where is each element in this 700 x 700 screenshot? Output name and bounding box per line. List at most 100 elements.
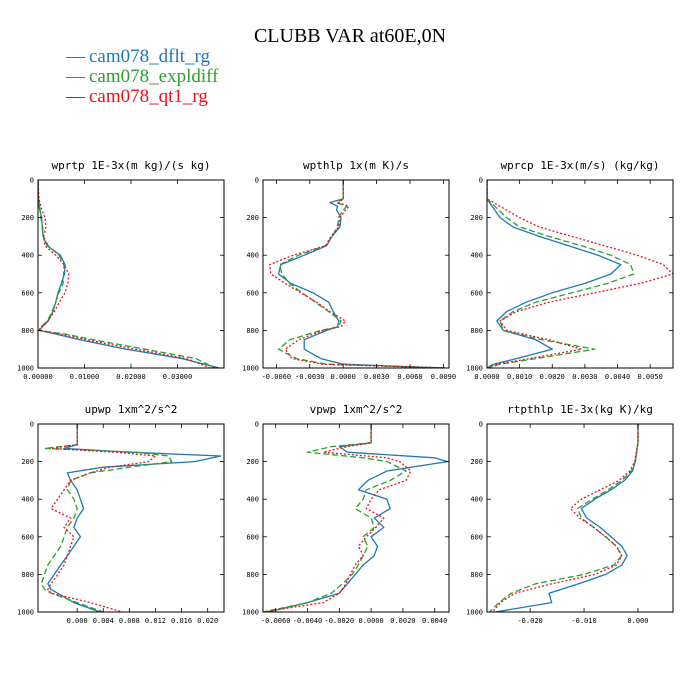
series-line-cam078_dflt_rg — [494, 424, 639, 612]
y-tick-label: 800 — [21, 327, 34, 335]
x-tick-label: -0.0020 — [325, 617, 355, 625]
series-line-cam078_dflt_rg — [277, 180, 446, 368]
y-tick-label: 400 — [21, 496, 34, 504]
legend: — cam078_dflt_rg — cam078_expldiff — cam… — [65, 46, 219, 107]
series-line-cam078_qt1_rg — [491, 424, 639, 612]
y-tick-label: 600 — [470, 533, 483, 541]
panel-5: rtpthlp 1E-3x(kg K)/kg -0.020 -0.010 0.000 0… — [466, 403, 674, 625]
series-line-cam078_qt1_rg — [38, 180, 211, 368]
series-line-cam078_qt1_rg — [263, 424, 412, 612]
y-tick-label: 1000 — [17, 365, 34, 373]
x-tick-label: -0.0030 — [295, 373, 325, 381]
x-tick-label: 0.008 — [119, 617, 140, 625]
y-tick-label: 600 — [21, 289, 34, 297]
figure-title: CLUBB VAR at60E,0N — [254, 25, 446, 47]
y-tick-label: 600 — [246, 289, 259, 297]
series-group — [263, 424, 449, 612]
y-tick-label: 800 — [246, 327, 259, 335]
legend-entry-qt1: — cam078_qt1_rg — [65, 86, 208, 107]
x-tick-label: 0.012 — [145, 617, 166, 625]
x-tick-label: -0.0040 — [293, 617, 323, 625]
series-line-cam078_expldiff — [487, 180, 635, 368]
x-tick-label: 0.0000 — [474, 373, 499, 381]
x-tick-label: 0.0030 — [572, 373, 597, 381]
y-tick-label: 600 — [470, 289, 483, 297]
series-line-cam078_dflt_rg — [38, 180, 220, 368]
y-tick-label: 200 — [21, 214, 34, 222]
plot-frame — [262, 423, 450, 613]
y-tick-label: 1000 — [242, 365, 259, 373]
panel-1: wpthlp 1x(m K)/s -0.0060 -0.0030 0.0000 0.00… — [242, 159, 456, 381]
y-tick-label: 0 — [479, 177, 483, 185]
series-group — [40, 424, 222, 612]
y-tick-label: 400 — [246, 496, 259, 504]
x-tick-label: 0.02000 — [116, 373, 146, 381]
panels: wprtp 1E-3x(m kg)/(s kg)0.00000 0.01000 0.… — [17, 159, 674, 625]
legend-label: cam078_qt1_rg — [89, 86, 208, 107]
series-line-cam078_expldiff — [263, 424, 407, 612]
y-tick-label: 200 — [21, 458, 34, 466]
x-tick-label: 0.000 — [67, 617, 88, 625]
x-tick-label: 0.000 — [627, 617, 648, 625]
y-tick-label: 200 — [470, 458, 483, 466]
x-tick-label: 0.0060 — [397, 373, 422, 381]
x-tick-label: 0.0040 — [422, 617, 447, 625]
x-tick-label: -0.0060 — [262, 373, 292, 381]
series-line-cam078_expldiff — [277, 180, 446, 368]
x-tick-label: 0.0020 — [390, 617, 415, 625]
panel-title: rtpthlp 1E-3x(kg K)/kg — [507, 403, 653, 416]
y-tick-label: 0 — [255, 421, 259, 429]
plot-frame — [262, 179, 450, 369]
series-group — [489, 424, 639, 612]
panel-title: wprtp 1E-3x(m kg)/(s kg) — [52, 159, 211, 172]
legend-symbol: — — [65, 66, 86, 87]
y-tick-label: 800 — [21, 571, 34, 579]
x-tick-label: 0.00000 — [23, 373, 53, 381]
y-tick-label: 400 — [470, 496, 483, 504]
x-tick-label: 0.0020 — [540, 373, 565, 381]
y-tick-label: 1000 — [242, 609, 259, 617]
legend-entry-dflt: — cam078_dflt_rg — [65, 46, 211, 67]
y-tick-label: 400 — [21, 252, 34, 260]
x-tick-label: 0.016 — [171, 617, 192, 625]
x-tick-label: 0.01000 — [70, 373, 100, 381]
x-tick-label: -0.010 — [571, 617, 596, 625]
y-tick-label: 800 — [246, 571, 259, 579]
x-tick-label: 0.0090 — [431, 373, 456, 381]
y-tick-label: 400 — [470, 252, 483, 260]
series-line-cam078_expldiff — [489, 424, 639, 612]
legend-label: cam078_dflt_rg — [89, 46, 211, 67]
panel-title: upwp 1xm^2/s^2 — [85, 403, 178, 416]
x-tick-label: 0.0000 — [358, 617, 383, 625]
x-tick-label: 0.0030 — [364, 373, 389, 381]
plot-frame — [37, 423, 225, 613]
x-tick-label: 0.004 — [93, 617, 114, 625]
series-line-cam078_qt1_rg — [487, 180, 673, 368]
y-tick-label: 1000 — [17, 609, 34, 617]
x-tick-label: 0.0000 — [331, 373, 356, 381]
panel-title: wprcp 1E-3x(m/s) (kg/kg) — [501, 159, 660, 172]
y-tick-label: 200 — [470, 214, 483, 222]
y-tick-label: 800 — [470, 327, 483, 335]
y-tick-label: 400 — [246, 252, 259, 260]
panel-title: vpwp 1xm^2/s^2 — [310, 403, 403, 416]
x-tick-label: -0.0060 — [261, 617, 291, 625]
panel-3: upwp 1xm^2/s^2 0.000 0.004 0.008 0.012 0.016 0… — [17, 403, 225, 625]
x-tick-label: -0.020 — [517, 617, 542, 625]
x-tick-label: 0.0010 — [507, 373, 532, 381]
panel-0: wprtp 1E-3x(m kg)/(s kg) 0.00000 0.01000 0.… — [17, 159, 225, 381]
panel-2: wprcp 1E-3x(m/s) (kg/kg) 0.0000 0.0010 0.00… — [466, 159, 674, 381]
y-tick-label: 1000 — [466, 365, 483, 373]
series-group — [38, 180, 220, 368]
x-tick-label: 0.0040 — [605, 373, 630, 381]
y-tick-label: 0 — [255, 177, 259, 185]
series-line-cam078_dflt_rg — [267, 424, 449, 612]
panel-4: vpwp 1xm^2/s^2 -0.0060 -0.0040 -0.0020 0.000… — [242, 403, 450, 625]
legend-label: cam078_expldiff — [89, 66, 219, 87]
plot-frame — [486, 179, 674, 369]
series-group — [487, 180, 673, 368]
y-tick-label: 200 — [246, 458, 259, 466]
y-tick-label: 0 — [30, 177, 34, 185]
y-tick-label: 1000 — [466, 609, 483, 617]
